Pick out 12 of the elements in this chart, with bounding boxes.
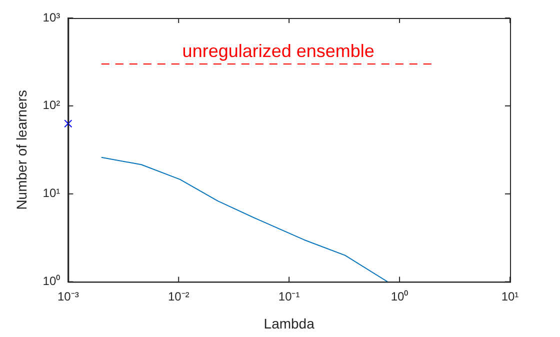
y-tick-label: 10³: [42, 10, 60, 24]
x-tick-label: 10⁻¹: [278, 289, 300, 304]
x-axis-title: Lambda: [264, 315, 315, 332]
x-tick-label: 10⁻³: [57, 289, 79, 304]
x-tick-label: 10⁻²: [168, 289, 190, 304]
x-tick-label: 10⁰: [390, 289, 408, 304]
y-tick-label: 10²: [42, 98, 60, 112]
y-tick-label: 10⁰: [42, 274, 60, 288]
y-axis-title: Number of learners: [13, 90, 30, 210]
annotation: unregularized ensemble: [182, 40, 374, 61]
x-tick-label: 10¹: [501, 289, 519, 304]
y-tick-label: 10¹: [42, 186, 60, 200]
